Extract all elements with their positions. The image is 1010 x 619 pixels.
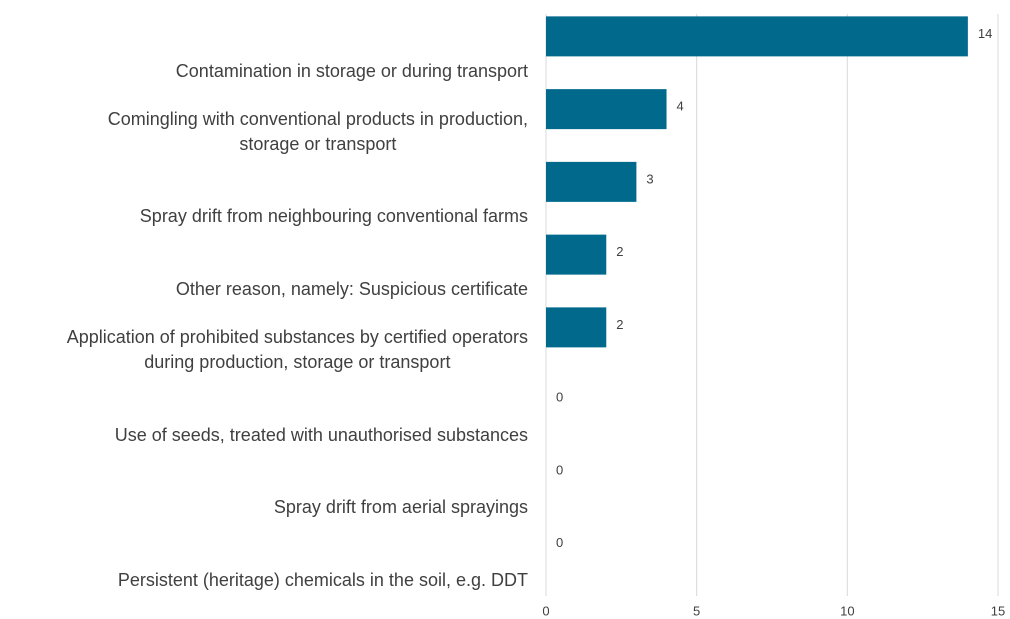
value-label: 14 bbox=[978, 26, 992, 41]
value-label: 0 bbox=[556, 390, 563, 405]
bar bbox=[546, 16, 968, 57]
x-tick-label: 0 bbox=[542, 603, 549, 618]
category-label: Contamination in storage or during trans… bbox=[175, 60, 528, 81]
bar bbox=[546, 234, 607, 275]
category-label: Persistent (heritage) chemicals in the s… bbox=[117, 570, 528, 590]
bar bbox=[546, 307, 607, 348]
x-tick-label: 10 bbox=[840, 603, 854, 618]
value-label: 0 bbox=[556, 462, 563, 477]
value-label: 2 bbox=[616, 244, 623, 259]
category-label: Other reason, namely: Suspicious certifi… bbox=[175, 279, 528, 299]
value-label: 3 bbox=[646, 171, 653, 186]
category-label: Use of seeds, treated with unauthorised … bbox=[114, 424, 528, 445]
x-tick-label: 15 bbox=[991, 603, 1005, 618]
value-label: 2 bbox=[616, 317, 623, 332]
category-label: Comingling with conventional products in… bbox=[107, 108, 528, 154]
x-tick-label: 5 bbox=[693, 603, 700, 618]
category-label: Application of prohibited substances by … bbox=[66, 326, 528, 372]
bar bbox=[546, 161, 637, 202]
value-label: 4 bbox=[677, 99, 684, 114]
category-label: Spray drift from aerial sprayings bbox=[273, 497, 528, 518]
bar bbox=[546, 89, 667, 130]
category-label: Spray drift from neighbouring convention… bbox=[139, 206, 528, 227]
value-label: 0 bbox=[556, 535, 563, 550]
